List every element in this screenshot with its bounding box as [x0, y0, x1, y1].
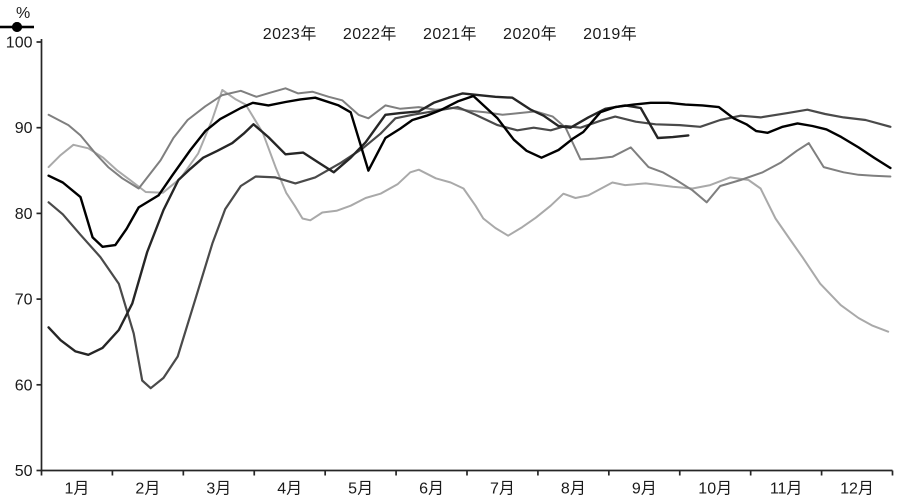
y-axis-label: 100: [6, 35, 33, 52]
x-axis-label: 10月: [698, 481, 732, 498]
y-axis-label: 60: [15, 377, 33, 394]
legend-line-dot-marker: [0, 22, 34, 32]
x-axis-label: 8月: [561, 481, 586, 498]
legend-label: 2019年: [583, 26, 638, 43]
x-axis-label: 6月: [419, 481, 444, 498]
y-axis-label: 50: [15, 463, 33, 480]
x-axis-label: 1月: [65, 481, 90, 498]
x-axis-label: 11月: [770, 481, 803, 498]
legend-label: 2020年: [503, 26, 558, 43]
y-axis-label: 70: [15, 292, 33, 309]
series-line-2019: [47, 94, 892, 249]
legend-label: 2022年: [342, 26, 397, 43]
x-axis-label: 7月: [490, 481, 515, 498]
legend-label: 2023年: [262, 26, 317, 43]
y-axis-label: 90: [15, 120, 33, 137]
x-axis-label: 12月: [840, 481, 874, 498]
x-axis-label: 2月: [135, 481, 160, 498]
legend-item-2019: 2019年: [0, 20, 638, 44]
series-line-2020: [47, 105, 892, 390]
x-axis-label: 4月: [277, 481, 302, 498]
y-axis-label: 80: [15, 206, 33, 223]
x-axis-label: 5月: [348, 481, 373, 498]
series-line-2022: [47, 89, 890, 333]
series-line-2023: [47, 92, 690, 356]
x-axis-label: 9月: [632, 481, 657, 498]
x-axis-label: 3月: [206, 481, 231, 498]
legend-label: 2021年: [422, 26, 478, 43]
chart-legend: 2023年 2022年 2021年 2020年 2019年: [0, 20, 900, 44]
y-axis-unit-label: %: [16, 5, 31, 22]
